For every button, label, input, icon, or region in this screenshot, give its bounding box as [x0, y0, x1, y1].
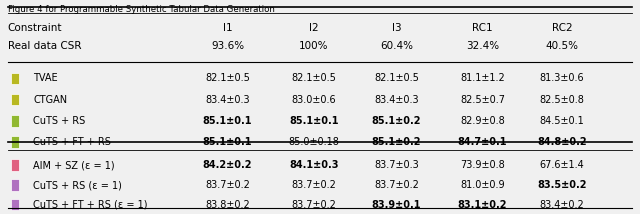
Text: 82.9±0.8: 82.9±0.8	[460, 116, 505, 126]
Text: 82.1±0.5: 82.1±0.5	[374, 73, 419, 83]
Text: 83.7±0.3: 83.7±0.3	[374, 160, 419, 170]
Text: 85.1±0.2: 85.1±0.2	[372, 137, 421, 147]
Text: 83.9±0.1: 83.9±0.1	[372, 200, 421, 210]
Text: CuTS + RS (ε = 1): CuTS + RS (ε = 1)	[33, 180, 122, 190]
Text: I2: I2	[309, 23, 319, 33]
Text: I1: I1	[223, 23, 232, 33]
Text: 32.4%: 32.4%	[466, 41, 499, 51]
Text: 84.5±0.1: 84.5±0.1	[540, 116, 584, 126]
FancyBboxPatch shape	[11, 73, 19, 84]
Text: 83.4±0.2: 83.4±0.2	[540, 200, 584, 210]
Text: 81.3±0.6: 81.3±0.6	[540, 73, 584, 83]
Text: 84.8±0.2: 84.8±0.2	[538, 137, 587, 147]
Text: 82.5±0.8: 82.5±0.8	[540, 95, 584, 105]
Text: 82.5±0.7: 82.5±0.7	[460, 95, 505, 105]
Text: Real data CSR: Real data CSR	[8, 41, 81, 51]
Text: 85.1±0.1: 85.1±0.1	[203, 137, 252, 147]
FancyBboxPatch shape	[11, 94, 19, 106]
Text: 84.1±0.3: 84.1±0.3	[289, 160, 339, 170]
FancyBboxPatch shape	[11, 159, 19, 171]
Text: TVAE: TVAE	[33, 73, 58, 83]
Text: 83.5±0.2: 83.5±0.2	[538, 180, 587, 190]
Text: 60.4%: 60.4%	[380, 41, 413, 51]
Text: 83.4±0.3: 83.4±0.3	[205, 95, 250, 105]
Text: 83.7±0.2: 83.7±0.2	[205, 180, 250, 190]
Text: 40.5%: 40.5%	[546, 41, 579, 51]
Text: 85.0±0.18: 85.0±0.18	[288, 137, 339, 147]
FancyBboxPatch shape	[11, 179, 19, 191]
Text: 81.1±1.2: 81.1±1.2	[460, 73, 505, 83]
Text: 85.1±0.1: 85.1±0.1	[203, 116, 252, 126]
Text: CuTS + FT + RS: CuTS + FT + RS	[33, 137, 111, 147]
Text: 83.8±0.2: 83.8±0.2	[205, 200, 250, 210]
Text: 82.1±0.5: 82.1±0.5	[291, 73, 336, 83]
Text: 83.0±0.6: 83.0±0.6	[291, 95, 336, 105]
Text: 84.2±0.2: 84.2±0.2	[203, 160, 252, 170]
Text: Figure 4 for Programmable Synthetic Tabular Data Generation: Figure 4 for Programmable Synthetic Tabu…	[8, 4, 275, 13]
Text: Constraint: Constraint	[8, 23, 62, 33]
Text: RC2: RC2	[552, 23, 572, 33]
Text: 83.7±0.2: 83.7±0.2	[291, 200, 336, 210]
Text: 81.0±0.9: 81.0±0.9	[460, 180, 505, 190]
Text: CTGAN: CTGAN	[33, 95, 67, 105]
Text: AIM + SZ (ε = 1): AIM + SZ (ε = 1)	[33, 160, 115, 170]
Text: 100%: 100%	[299, 41, 328, 51]
Text: 83.4±0.3: 83.4±0.3	[374, 95, 419, 105]
Text: 85.1±0.1: 85.1±0.1	[289, 116, 339, 126]
Text: I3: I3	[392, 23, 401, 33]
Text: 93.6%: 93.6%	[211, 41, 244, 51]
Text: RC1: RC1	[472, 23, 493, 33]
Text: 83.7±0.2: 83.7±0.2	[374, 180, 419, 190]
FancyBboxPatch shape	[11, 199, 19, 210]
Text: 82.1±0.5: 82.1±0.5	[205, 73, 250, 83]
Text: CuTS + RS: CuTS + RS	[33, 116, 86, 126]
FancyBboxPatch shape	[11, 136, 19, 148]
Text: 84.7±0.1: 84.7±0.1	[458, 137, 508, 147]
Text: 73.9±0.8: 73.9±0.8	[460, 160, 505, 170]
Text: CuTS + FT + RS (ε = 1): CuTS + FT + RS (ε = 1)	[33, 200, 148, 210]
Text: 85.1±0.2: 85.1±0.2	[372, 116, 421, 126]
Text: 83.1±0.2: 83.1±0.2	[458, 200, 508, 210]
Text: 83.7±0.2: 83.7±0.2	[291, 180, 336, 190]
FancyBboxPatch shape	[11, 115, 19, 126]
Text: 67.6±1.4: 67.6±1.4	[540, 160, 584, 170]
